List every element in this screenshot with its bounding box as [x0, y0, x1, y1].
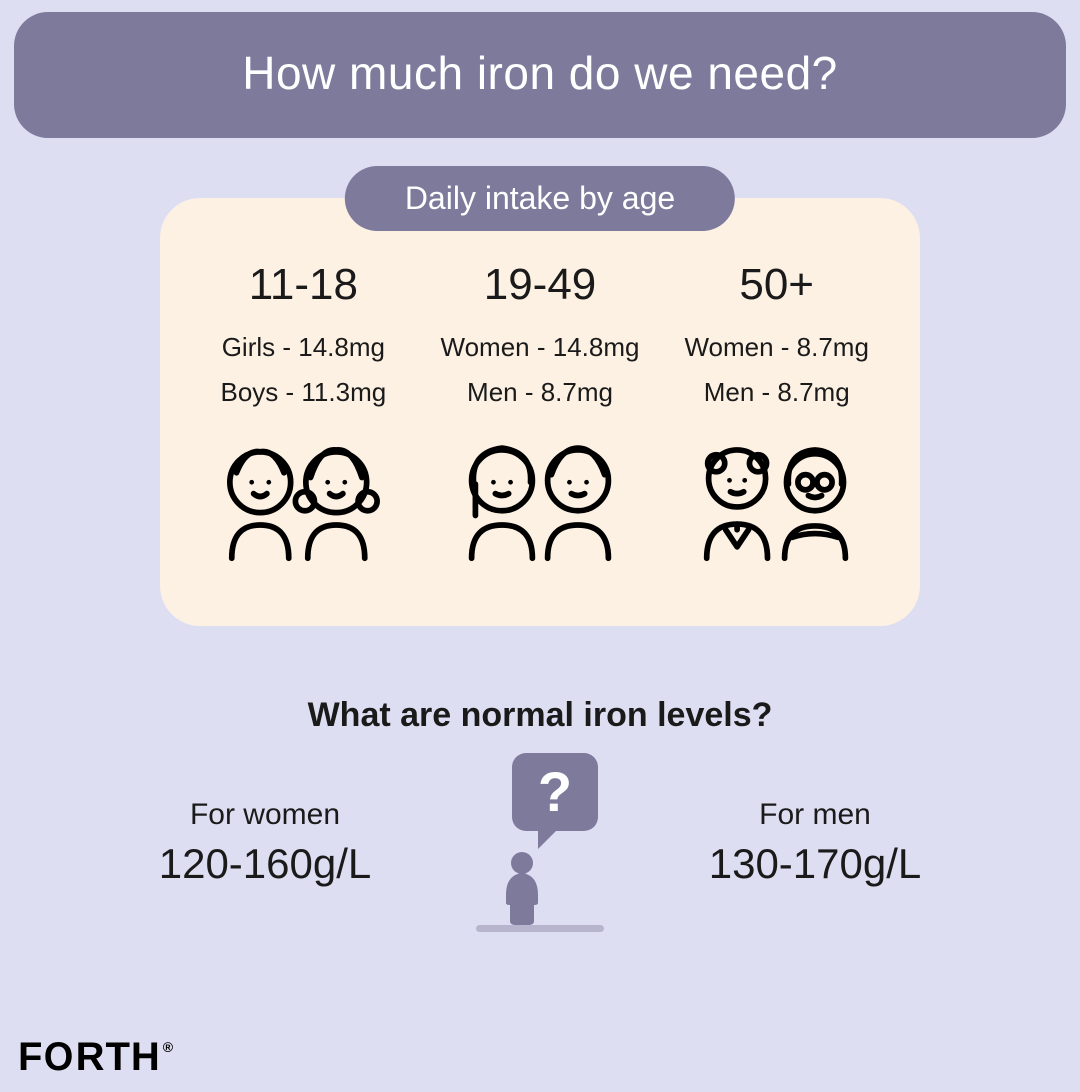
men-label: For men	[665, 798, 965, 832]
age-group-50plus: 50+ Women - 8.7mg Men - 8.7mg	[663, 260, 890, 586]
age-range: 50+	[663, 260, 890, 310]
age-group-19-49: 19-49 Women - 14.8mg Men - 8.7mg	[427, 260, 654, 586]
brand-logo: FORTH®	[18, 1035, 174, 1080]
title-bar: How much iron do we need?	[14, 12, 1066, 138]
elderly-icon	[663, 426, 890, 586]
levels-row: For women 120-160g/L ? For men 130-170g/…	[0, 745, 1080, 940]
adults-icon	[427, 426, 654, 586]
question-person-icon: ?	[455, 745, 625, 940]
men-level-block: For men 130-170g/L	[665, 798, 965, 888]
intake-card: Daily intake by age 11-18 Girls - 14.8mg…	[160, 198, 920, 626]
intake-pill: Daily intake by age	[345, 166, 735, 231]
intake-columns: 11-18 Girls - 14.8mg Boys - 11.3mg	[190, 260, 890, 586]
age-range: 11-18	[190, 260, 417, 310]
intake-line: Girls - 14.8mg	[190, 332, 417, 363]
intake-line: Boys - 11.3mg	[190, 377, 417, 408]
svg-text:?: ?	[538, 760, 572, 823]
intake-line: Women - 14.8mg	[427, 332, 654, 363]
women-label: For women	[115, 798, 415, 832]
kids-icon	[190, 426, 417, 586]
logo-text: FORTH	[18, 1035, 161, 1080]
age-range: 19-49	[427, 260, 654, 310]
women-value: 120-160g/L	[115, 840, 415, 888]
intake-line: Men - 8.7mg	[663, 377, 890, 408]
registered-mark: ®	[163, 1039, 174, 1055]
normal-levels-section: What are normal iron levels? For women 1…	[0, 696, 1080, 940]
intake-line: Men - 8.7mg	[427, 377, 654, 408]
women-level-block: For women 120-160g/L	[115, 798, 415, 888]
levels-title: What are normal iron levels?	[0, 696, 1080, 735]
men-value: 130-170g/L	[665, 840, 965, 888]
age-group-11-18: 11-18 Girls - 14.8mg Boys - 11.3mg	[190, 260, 417, 586]
page-title: How much iron do we need?	[34, 46, 1046, 100]
intake-line: Women - 8.7mg	[663, 332, 890, 363]
